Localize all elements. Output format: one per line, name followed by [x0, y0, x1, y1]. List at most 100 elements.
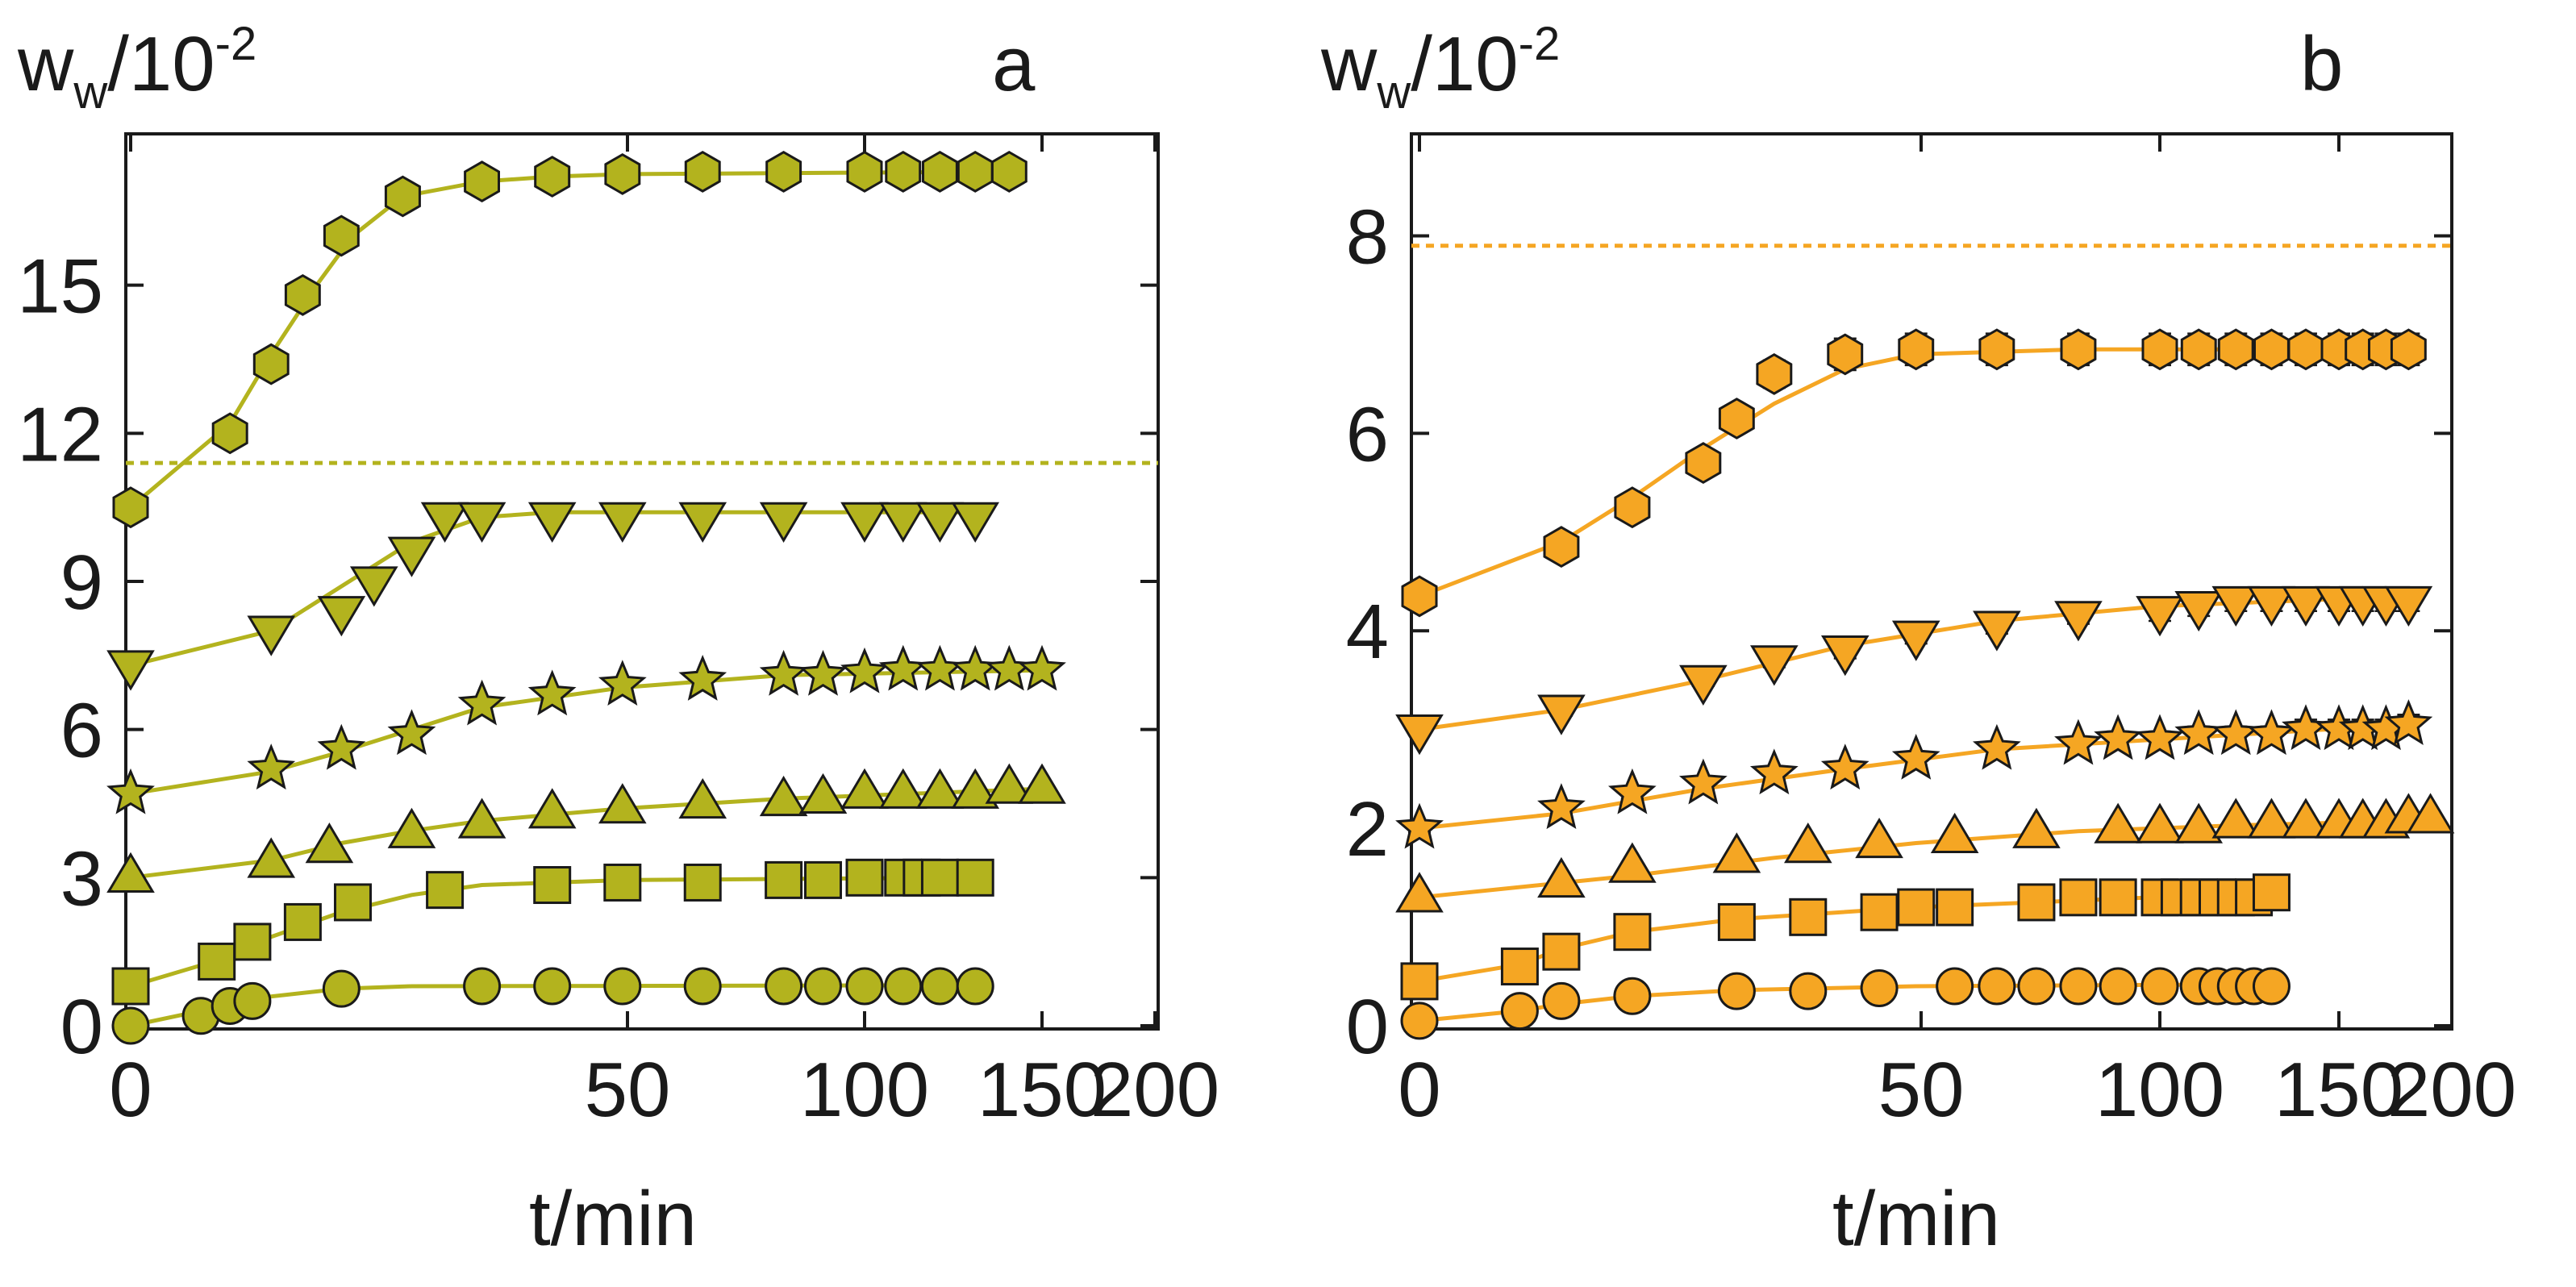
data-point-triangle-up	[1395, 872, 1444, 913]
x-tick-label: 150	[2274, 1047, 2403, 1133]
data-point-hexagon	[2180, 328, 2217, 371]
panel-label-a: a	[992, 21, 1036, 107]
y-tick-label: 12	[17, 391, 103, 477]
data-point-square	[683, 863, 722, 902]
data-point-triangle-up	[527, 788, 577, 829]
data-point-hexagon	[990, 150, 1027, 193]
data-point-square	[1542, 932, 1581, 971]
data-point-star	[387, 709, 436, 756]
data-point-triangle-down	[387, 536, 436, 577]
data-point-square	[426, 871, 465, 910]
data-point-circle	[1860, 968, 1899, 1007]
data-point-triangle-down	[2136, 596, 2184, 637]
data-point-hexagon	[112, 486, 149, 529]
data-point-square	[233, 923, 272, 961]
x-tick-label: 200	[2387, 1047, 2516, 1133]
data-point-hexagon	[604, 152, 641, 195]
data-point-star	[247, 743, 296, 790]
data-point-hexagon	[534, 156, 571, 198]
fit-curves-a	[129, 169, 1043, 1028]
data-point-triangle-up	[1855, 817, 1903, 859]
data-point-star	[2247, 709, 2296, 756]
data-point-triangle-up	[759, 775, 808, 817]
data-point-square	[1500, 948, 1539, 986]
data-point-square	[111, 967, 150, 1006]
y-tick-label: 9	[60, 539, 103, 626]
data-point-square	[603, 863, 642, 902]
data-point-square	[765, 860, 803, 899]
data-point-hexagon	[957, 150, 994, 193]
data-point-circle	[233, 981, 272, 1020]
y-axis-title-b: ww/10-2	[1320, 18, 1560, 119]
data-point-triangle-up	[798, 773, 848, 814]
data-point-star	[1891, 733, 1940, 780]
data-point-star	[1537, 783, 1586, 830]
data-point-star	[106, 768, 155, 814]
data-point-hexagon	[323, 214, 360, 257]
data-point-triangle-down	[1750, 645, 1799, 686]
data-point-square	[198, 942, 236, 981]
data-point-circle	[1717, 972, 1756, 1010]
data-point-triangle-up	[2012, 807, 2061, 848]
x-tick-label: 50	[1878, 1047, 1965, 1133]
data-point-triangle-up	[951, 768, 1000, 809]
data-point-triangle-up	[2282, 798, 2330, 839]
data-point-star	[985, 644, 1034, 691]
data-point-circle	[2059, 967, 2098, 1006]
data-point-hexagon	[846, 150, 883, 193]
data-point-circle	[2140, 967, 2179, 1006]
data-point-triangle-down	[2247, 585, 2296, 627]
data-point-triangle-down	[2174, 590, 2224, 632]
data-point-triangle-down	[1891, 620, 1940, 661]
x-axis-title-a: t/min	[529, 1176, 697, 1262]
data-point-circle	[603, 967, 642, 1006]
data-point-hexagon	[1401, 575, 1438, 618]
data-point-star	[759, 649, 808, 696]
data-point-triangle-down	[951, 502, 1000, 543]
data-point-triangle-down	[2211, 585, 2261, 627]
data-point-circle	[956, 967, 994, 1006]
data-point-star	[1678, 758, 1728, 805]
data-point-triangle-down	[598, 502, 647, 543]
x-axis-title-b: t/min	[1832, 1176, 2000, 1262]
x-tick-label: 100	[800, 1047, 929, 1133]
data-point-circle	[884, 967, 923, 1006]
data-point-triangle-down	[457, 502, 506, 543]
data-point-star	[527, 669, 577, 716]
data-point-square	[1400, 962, 1439, 1001]
data-point-star	[2211, 709, 2261, 756]
y-tick-label: 2	[1346, 786, 1389, 873]
fit-curve-hexagon	[1419, 347, 2409, 598]
data-point-triangle-up	[985, 763, 1034, 804]
data-point-triangle-up	[1608, 842, 1657, 883]
x-tick-label: 0	[109, 1047, 152, 1133]
data-point-hexagon	[2390, 328, 2427, 371]
data-point-square	[2017, 883, 2056, 922]
data-point-circle	[1789, 972, 1828, 1010]
y-tick-label: 0	[60, 984, 103, 1070]
data-point-square	[1860, 893, 1899, 931]
data-point-square	[2059, 878, 2098, 917]
data-point-triangle-up	[598, 783, 647, 824]
data-point-triangle-down	[678, 502, 727, 543]
panel-label-b: b	[2300, 21, 2343, 107]
data-point-star	[1749, 748, 1799, 795]
data-point-circle	[845, 967, 884, 1006]
data-point-square	[1897, 888, 1936, 927]
x-tick-label: 200	[1090, 1047, 1219, 1133]
data-point-hexagon	[284, 273, 321, 316]
data-point-star	[798, 649, 848, 696]
x-tick-label: 100	[2095, 1047, 2224, 1133]
data-point-circle	[1978, 967, 2016, 1006]
data-points-b	[1395, 328, 2455, 1040]
y-axis-title-a: ww/10-2	[17, 18, 256, 119]
data-point-hexagon	[684, 150, 721, 193]
data-point-triangle-up	[2136, 802, 2184, 843]
data-point-star	[2054, 718, 2103, 765]
data-point-triangle-down	[420, 502, 469, 543]
data-point-circle	[1542, 981, 1581, 1020]
data-point-star	[840, 647, 889, 693]
data-point-square	[803, 860, 842, 899]
